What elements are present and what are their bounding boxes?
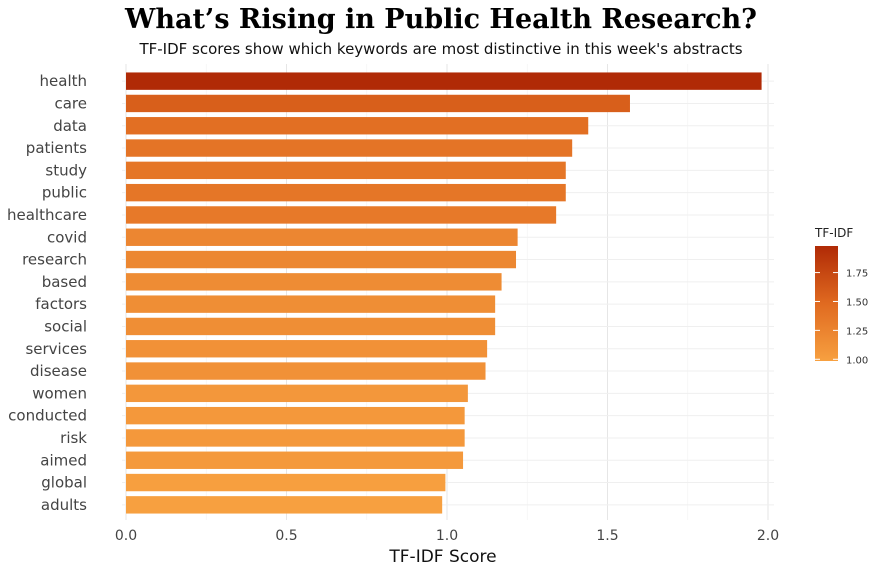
category-label-patients: patients [26, 139, 87, 157]
x-tick-label: 0.5 [275, 528, 297, 544]
bar-patients [126, 139, 573, 157]
bar-adults [126, 496, 443, 514]
x-tick-labels: 0.0 0.5 1.0 1.5 2.0 [115, 528, 779, 544]
legend-tick-label: 1.50 [846, 297, 868, 308]
bar-risk [126, 429, 465, 447]
category-label-covid: covid [47, 228, 87, 246]
bar-healthcare [126, 206, 557, 224]
bar-women [126, 384, 468, 403]
bars [126, 72, 762, 514]
category-label-global: global [41, 474, 87, 492]
color-legend: TF-IDF 1.00 1.25 1.50 1.75 [814, 226, 868, 366]
chart-subtitle: TF-IDF scores show which keywords are mo… [139, 40, 743, 58]
category-label-factors: factors [35, 295, 87, 313]
x-tick-label: 1.5 [596, 528, 618, 544]
category-label-healthcare: healthcare [7, 206, 87, 224]
category-label-care: care [54, 94, 87, 112]
legend-tick-label: 1.25 [846, 326, 868, 337]
x-axis-title: TF-IDF Score [388, 547, 496, 567]
bar-data [126, 117, 589, 135]
legend-title: TF-IDF [814, 226, 853, 240]
category-label-study: study [45, 161, 87, 179]
category-label-services: services [25, 340, 87, 358]
category-label-conducted: conducted [8, 407, 87, 425]
chart-title: What’s Rising in Public Health Research? [125, 4, 757, 35]
category-label-disease: disease [30, 362, 87, 380]
bar-services [126, 340, 488, 358]
bar-disease [126, 362, 486, 380]
category-label-adults: adults [41, 496, 87, 514]
category-label-health: health [40, 72, 87, 90]
x-tick-label: 0.0 [115, 528, 137, 544]
bar-care [126, 94, 630, 113]
bar-aimed [126, 451, 464, 469]
bar-based [126, 273, 502, 291]
category-label-research: research [22, 251, 87, 269]
category-label-women: women [32, 384, 87, 402]
category-label-social: social [44, 317, 87, 335]
x-tick-label: 2.0 [757, 528, 779, 544]
category-label-data: data [53, 117, 87, 135]
bar-social [126, 317, 496, 336]
bar-covid [126, 228, 518, 246]
bar-global [126, 473, 446, 492]
legend-colorbar [815, 246, 838, 361]
bar-research [126, 250, 517, 269]
legend-ticks: 1.00 1.25 1.50 1.75 [815, 269, 868, 366]
category-label-risk: risk [60, 429, 87, 447]
bar-public [126, 183, 566, 202]
category-label-based: based [42, 273, 87, 291]
category-labels: healthcaredatapatientsstudypublichealthc… [7, 72, 87, 514]
x-tick-label: 1.0 [436, 528, 458, 544]
category-label-public: public [42, 184, 87, 202]
bar-health [126, 72, 762, 90]
bar-conducted [126, 406, 465, 425]
category-label-aimed: aimed [40, 451, 87, 469]
legend-tick-label: 1.00 [846, 355, 868, 366]
bar-study [126, 161, 566, 180]
bar-factors [126, 295, 496, 313]
legend-tick-label: 1.75 [846, 269, 868, 280]
